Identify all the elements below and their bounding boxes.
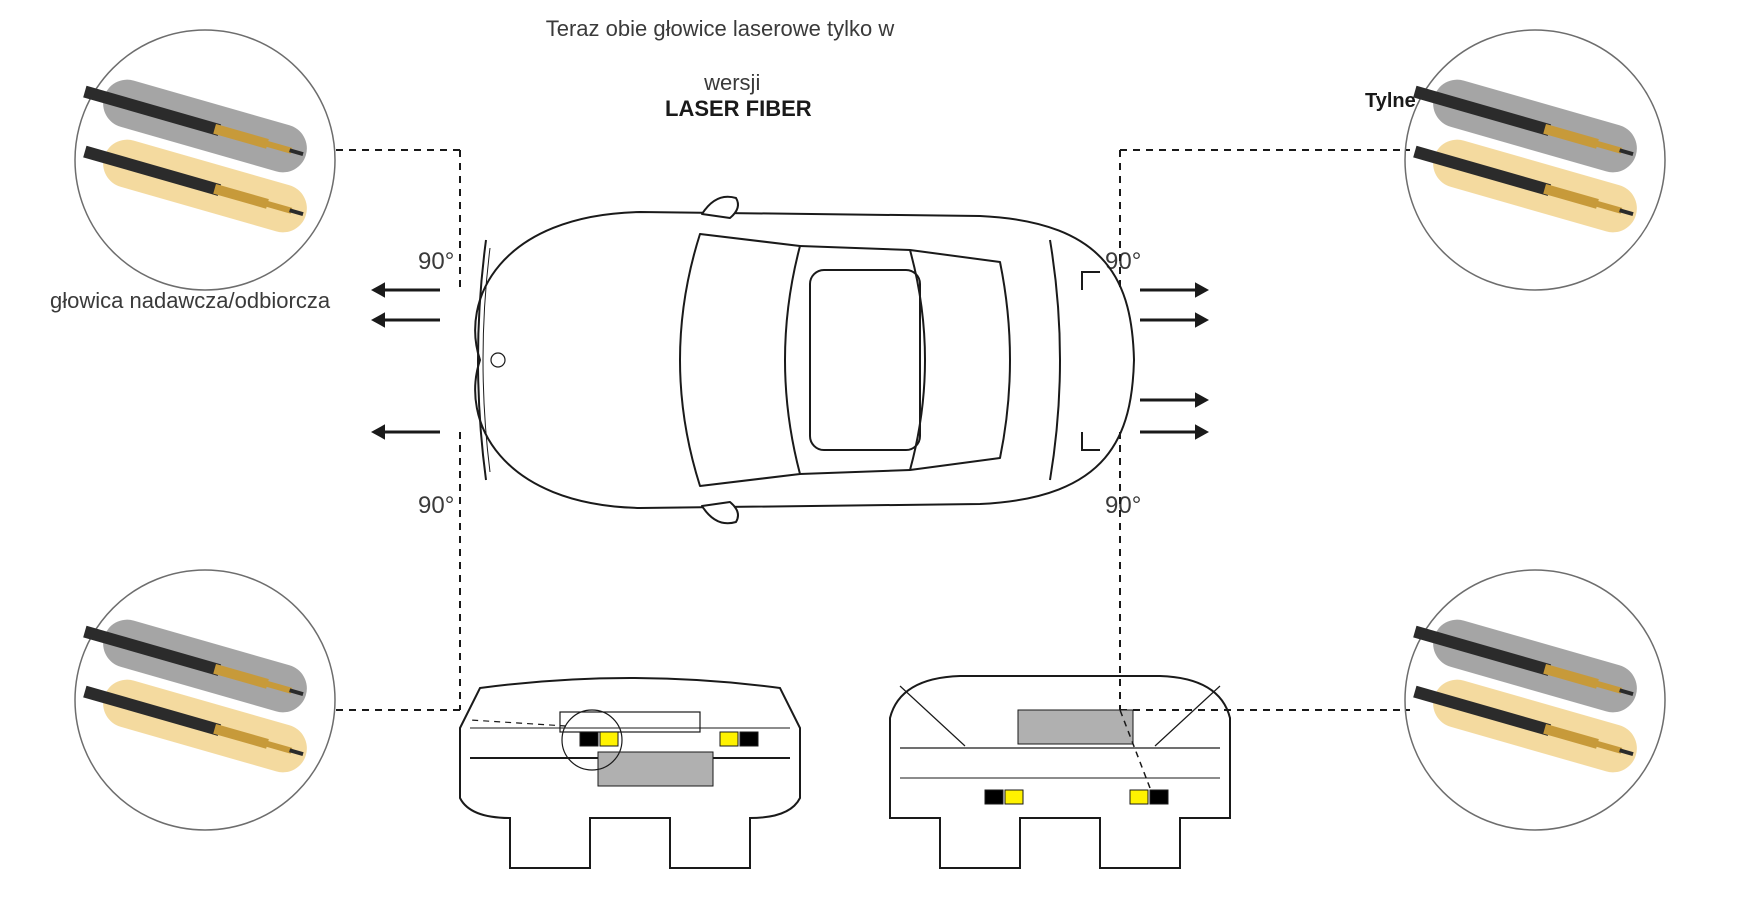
- diagram-stage: Teraz obie głowice laserowe tylko w wers…: [0, 0, 1745, 909]
- diagram-svg: [0, 0, 1745, 909]
